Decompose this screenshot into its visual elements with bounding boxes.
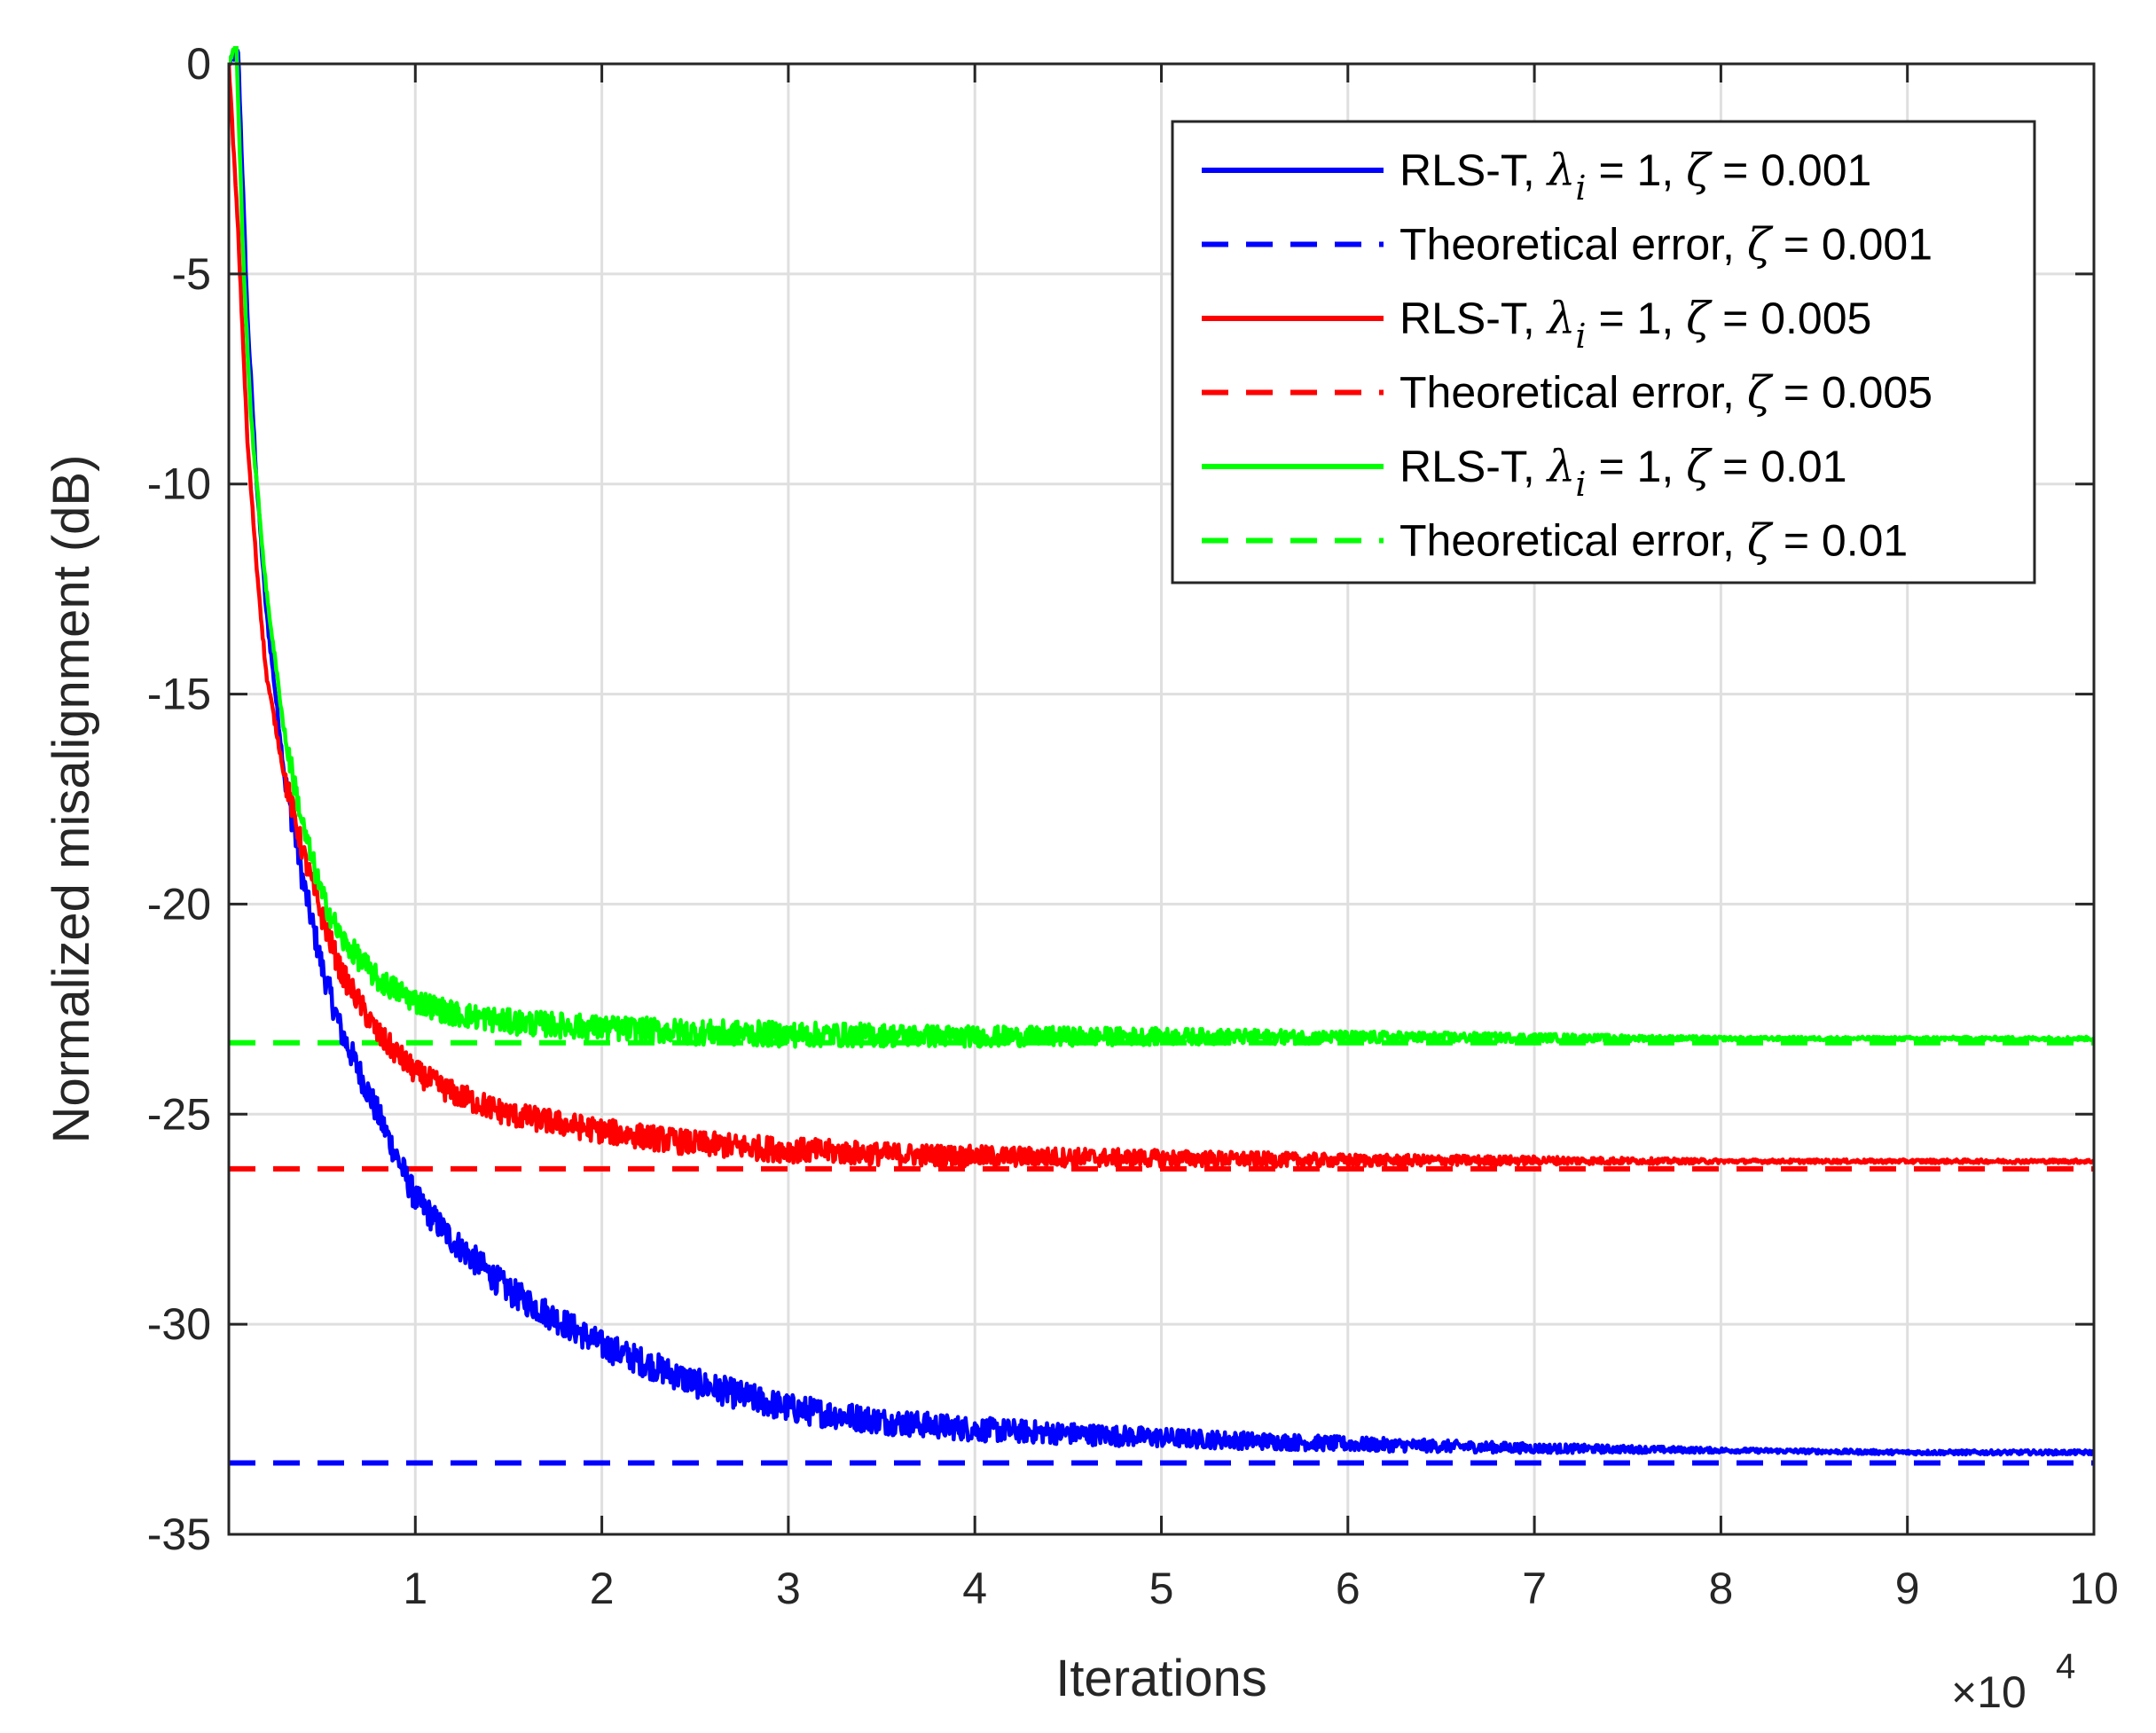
legend-label-1: RLS-T, λi = 1, ζ = 0.001	[1399, 145, 1871, 208]
y-tick-labels: 0 -5 -10 -15 -20 -25 -30 -35	[147, 39, 211, 1559]
legend-prefix: Theoretical error,	[1399, 516, 1747, 566]
legend-zeta: ζ	[1747, 219, 1774, 271]
series-layer	[229, 46, 2094, 1466]
series-line-5	[229, 46, 2094, 1049]
series-line-1	[229, 48, 2094, 1457]
series-line-3	[229, 63, 2094, 1169]
y-tick-label: -35	[147, 1510, 211, 1559]
legend-prefix: Theoretical error,	[1399, 368, 1747, 418]
y-tick-label: 0	[186, 39, 211, 89]
legend-zeta: ζ	[1686, 441, 1713, 492]
legend-sub: i	[1575, 465, 1586, 504]
legend-suffix: = 0.001	[1771, 220, 1933, 270]
legend-label-6: Theoretical error, ζ = 0.01	[1399, 515, 1908, 567]
legend-mid: = 1,	[1587, 294, 1687, 343]
legend-label-4: Theoretical error, ζ = 0.005	[1399, 367, 1933, 419]
legend-label-5: RLS-T, λi = 1, ζ = 0.01	[1399, 441, 1847, 504]
x-tick-label: 2	[590, 1564, 615, 1613]
x-multiplier-exponent: 4	[2056, 1647, 2075, 1686]
legend-mid: = 1,	[1587, 145, 1687, 195]
legend-label-2: Theoretical error, ζ = 0.001	[1399, 219, 1933, 271]
y-tick-label: -15	[147, 670, 211, 719]
y-axis-label: Normalized misalignment (dB)	[43, 455, 100, 1144]
y-tick-label: -10	[147, 459, 211, 509]
legend-suffix: = 0.01	[1710, 442, 1846, 491]
legend-prefix: RLS-T,	[1399, 442, 1548, 491]
legend-label-3: RLS-T, λi = 1, ζ = 0.005	[1399, 293, 1871, 356]
x-axis-label: Iterations	[1055, 1650, 1267, 1707]
legend-suffix: = 0.01	[1771, 516, 1908, 566]
legend-zeta: ζ	[1686, 145, 1713, 196]
x-tick-label: 10	[2069, 1564, 2119, 1613]
legend-sub: i	[1575, 169, 1586, 208]
x-tick-label: 3	[776, 1564, 801, 1613]
legend-lambda: λ	[1546, 293, 1576, 344]
x-tick-label: 6	[1336, 1564, 1360, 1613]
legend-lambda: λ	[1546, 441, 1576, 492]
ticks	[229, 62, 2096, 1536]
legend-mid: = 1,	[1587, 442, 1687, 491]
y-tick-label: -30	[147, 1299, 211, 1349]
x-tick-label: 8	[1708, 1564, 1733, 1613]
x-tick-label: 1	[403, 1564, 427, 1613]
legend-lambda: λ	[1546, 145, 1576, 196]
x-multiplier-base: ×10	[1951, 1667, 2027, 1717]
x-tick-label: 7	[1522, 1564, 1547, 1613]
legend-sub: i	[1575, 317, 1586, 356]
legend-suffix: = 0.005	[1771, 368, 1933, 418]
y-tick-label: -5	[172, 249, 211, 299]
x-tick-label: 5	[1149, 1564, 1174, 1613]
legend-zeta: ζ	[1747, 367, 1774, 419]
y-tick-label: -20	[147, 879, 211, 929]
x-tick-label: 4	[962, 1564, 987, 1613]
legend-prefix: Theoretical error,	[1399, 220, 1747, 270]
legend-prefix: RLS-T,	[1399, 145, 1548, 195]
x-tick-label: 9	[1895, 1564, 1920, 1613]
x-tick-labels: 1 2 3 4 5 6 7 8 9 10	[403, 1564, 2118, 1613]
x-multiplier: ×10 4	[1951, 1647, 2075, 1717]
legend-box	[1171, 120, 2036, 584]
y-tick-label: -25	[147, 1089, 211, 1139]
legend-zeta: ζ	[1747, 515, 1774, 567]
legend-suffix: = 0.005	[1710, 294, 1871, 343]
legend-zeta: ζ	[1686, 293, 1713, 344]
legend-suffix: = 0.001	[1710, 145, 1871, 195]
legend-prefix: RLS-T,	[1399, 294, 1548, 343]
